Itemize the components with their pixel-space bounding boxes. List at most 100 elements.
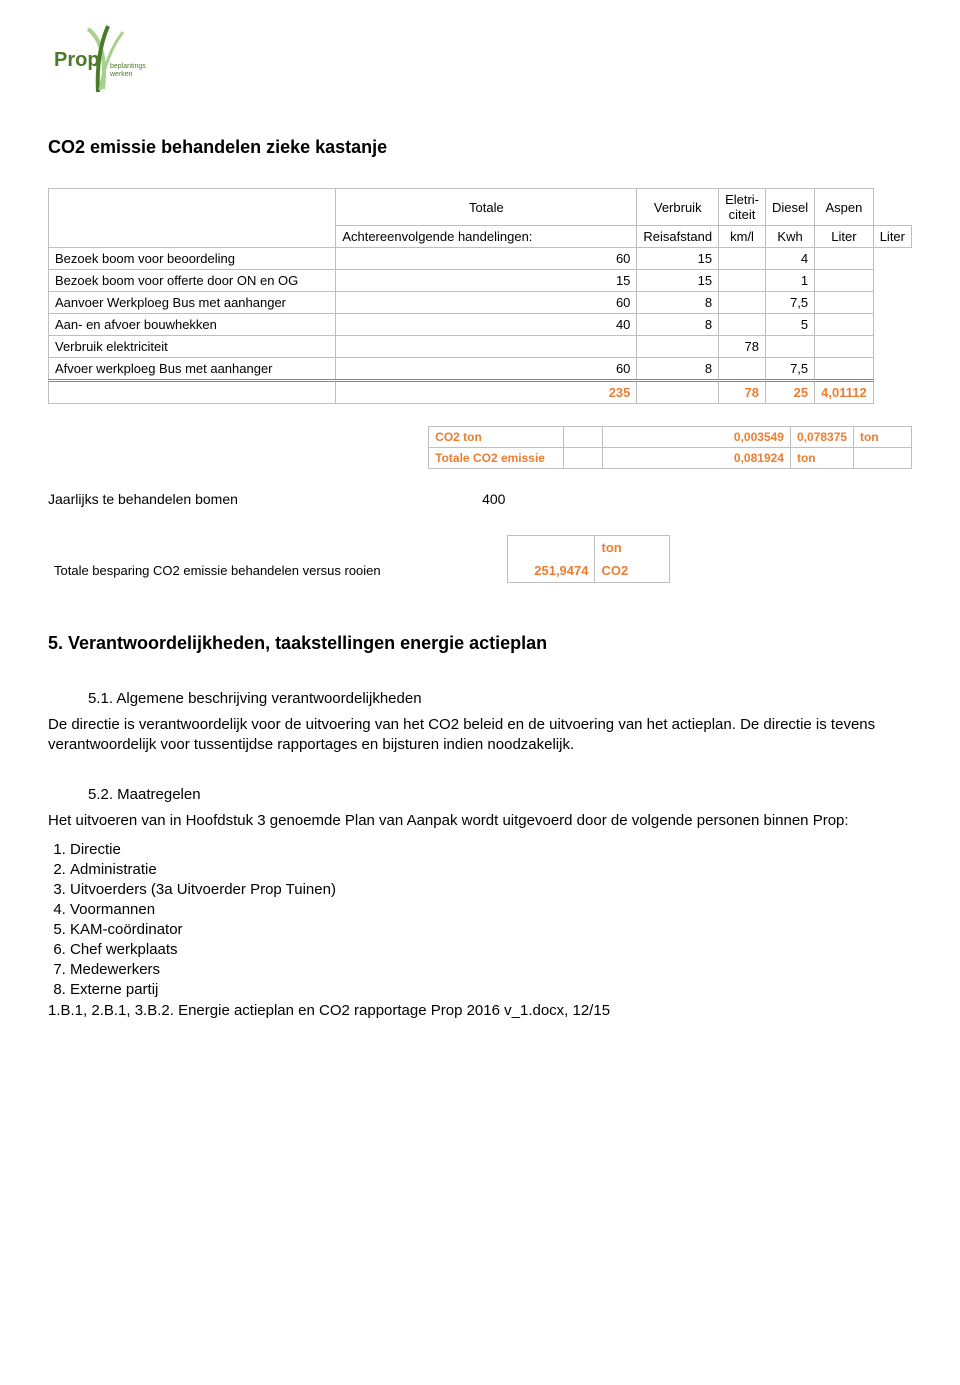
co2-ton-label: CO2 ton — [429, 427, 564, 448]
list-item: Uitvoerders (3a Uitvoerder Prop Tuinen) — [70, 881, 912, 898]
th-blank — [49, 189, 336, 248]
th-liter-diesel: Liter — [815, 226, 874, 248]
table-cell — [719, 248, 766, 270]
table-cell: 5 — [766, 314, 815, 336]
co2-r2-v1 — [564, 448, 603, 469]
section-5-heading: 5. Verantwoordelijkheden, taakstellingen… — [48, 633, 912, 654]
table-row: Bezoek boom voor offerte door ON en OG15… — [49, 270, 912, 292]
table-cell — [815, 248, 874, 270]
table-cell: 78 — [719, 336, 766, 358]
table-cell: 7,5 — [766, 292, 815, 314]
th-liter-aspen: Liter — [873, 226, 911, 248]
besparing-table: ton Totale besparing CO2 emissie behande… — [48, 535, 670, 583]
jaarlijks-label: Jaarlijks te behandelen bomen — [48, 491, 445, 507]
list-item: Voormannen — [70, 901, 912, 918]
table-row: Aanvoer Werkploeg Bus met aanhanger608 7,… — [49, 292, 912, 314]
table-cell — [815, 314, 874, 336]
co2-row-2: Totale CO2 emissie 0,081924 ton — [429, 448, 912, 469]
list-item: Administratie — [70, 861, 912, 878]
jaarlijks-value: 400 — [445, 491, 505, 507]
table-cell — [815, 358, 874, 381]
table-cell: 8 — [637, 314, 719, 336]
section-5-2-heading: 5.2. Maatregelen — [88, 786, 912, 803]
table-cell: 7,5 — [766, 358, 815, 381]
co2-r1-v3: 0,078375 — [790, 427, 853, 448]
co2-r2-unit — [854, 448, 912, 469]
co2-r2-v2: 0,081924 — [603, 448, 791, 469]
logo: Prop beplantings werken — [48, 24, 912, 97]
table-cell — [719, 270, 766, 292]
totals-c3 — [637, 381, 719, 404]
th-diesel: Diesel — [766, 189, 815, 226]
list-item: Directie — [70, 841, 912, 858]
table-cell — [719, 314, 766, 336]
table-cell — [336, 336, 637, 358]
table-cell: Afvoer werkploeg Bus met aanhanger — [49, 358, 336, 381]
table-cell — [719, 292, 766, 314]
logo-wordmark: Prop — [54, 49, 100, 71]
page-title: CO2 emissie behandelen zieke kastanje — [48, 137, 912, 158]
co2-r1-v2: 0,003549 — [603, 427, 791, 448]
table-cell: 8 — [637, 358, 719, 381]
table-cell: 1 — [766, 270, 815, 292]
table-cell: 15 — [637, 270, 719, 292]
section-5-1-para: De directie is verantwoordelijk voor de … — [48, 715, 912, 756]
table-cell: 40 — [336, 314, 637, 336]
totals-c2: 235 — [336, 381, 637, 404]
table-cell: 4 — [766, 248, 815, 270]
table-cell: Verbruik elektriciteit — [49, 336, 336, 358]
th-aspen: Aspen — [815, 189, 874, 226]
list-item: Medewerkers — [70, 961, 912, 978]
logo-tagline1: beplantings — [110, 63, 146, 70]
totals-c4: 78 — [719, 381, 766, 404]
jaarlijks-row: Jaarlijks te behandelen bomen 400 — [48, 491, 912, 507]
table-row: Bezoek boom voor beoordeling6015 4 — [49, 248, 912, 270]
totals-label — [49, 381, 336, 404]
page-footer: 1.B.1, 2.B.1, 3.B.2. Energie actieplan e… — [48, 1002, 912, 1019]
table-row: Aan- en afvoer bouwhekken4085 — [49, 314, 912, 336]
table-cell: 15 — [336, 270, 637, 292]
totals-c5: 25 — [766, 381, 815, 404]
section-5-1-heading: 5.1. Algemene beschrijving verantwoordel… — [88, 690, 912, 707]
list-item: Externe partij — [70, 981, 912, 998]
table-header-row-1: Totale Verbruik Eletri-citeit Diesel Asp… — [49, 189, 912, 226]
besparing-unit: CO2 — [595, 559, 670, 583]
table-row: Verbruik elektriciteit 78 — [49, 336, 912, 358]
co2-totale-label: Totale CO2 emissie — [429, 448, 564, 469]
table-cell: 8 — [637, 292, 719, 314]
table-cell — [719, 358, 766, 381]
totals-c6: 4,01112 — [815, 381, 874, 404]
co2-r1-unit: ton — [854, 427, 912, 448]
table-row: Afvoer werkploeg Bus met aanhanger608 7,5 — [49, 358, 912, 381]
table-cell: Bezoek boom voor offerte door ON en OG — [49, 270, 336, 292]
table-cell — [815, 336, 874, 358]
th-reisafstand: Reisafstand — [637, 226, 719, 248]
co2-row-1: CO2 ton 0,003549 0,078375 ton — [429, 427, 912, 448]
co2-r2-v3: ton — [790, 448, 853, 469]
besparing-unit-top: ton — [595, 536, 670, 560]
th-totale: Totale — [336, 189, 637, 226]
table-cell — [637, 336, 719, 358]
table-cell: 60 — [336, 292, 637, 314]
table-cell: 60 — [336, 358, 637, 381]
besparing-value: 251,9474 — [508, 559, 595, 583]
th-verbruik: Verbruik — [637, 189, 719, 226]
co2-summary-table: CO2 ton 0,003549 0,078375 ton Totale CO2… — [428, 426, 912, 469]
table-cell — [815, 270, 874, 292]
table-cell: 15 — [637, 248, 719, 270]
th-achtereenvolgende: Achtereenvolgende handelingen: — [336, 226, 637, 248]
emissie-table: Totale Verbruik Eletri-citeit Diesel Asp… — [48, 188, 912, 404]
table-cell: Aanvoer Werkploeg Bus met aanhanger — [49, 292, 336, 314]
table-cell — [815, 292, 874, 314]
logo-tagline2: werken — [109, 71, 133, 78]
co2-r1-v1 — [564, 427, 603, 448]
list-item: KAM-coördinator — [70, 921, 912, 938]
besparing-row: Totale besparing CO2 emissie behandelen … — [48, 559, 670, 583]
th-kwh: Kwh — [766, 226, 815, 248]
table-cell: 60 — [336, 248, 637, 270]
table-cell: Bezoek boom voor beoordeling — [49, 248, 336, 270]
list-item: Chef werkplaats — [70, 941, 912, 958]
table-cell — [766, 336, 815, 358]
besparing-label: Totale besparing CO2 emissie behandelen … — [48, 559, 508, 583]
th-kml: km/l — [719, 226, 766, 248]
